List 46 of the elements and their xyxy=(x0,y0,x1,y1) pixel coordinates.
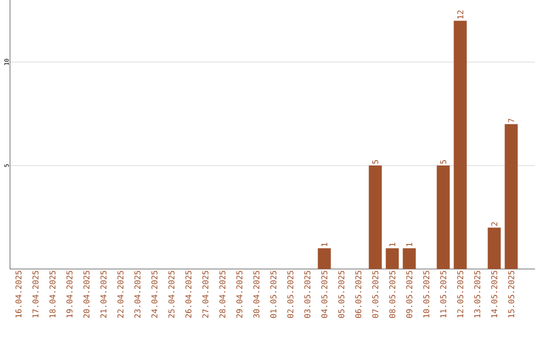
data-label: 1 xyxy=(389,242,396,246)
x-tick-label: 15.05.2025 xyxy=(508,270,514,318)
x-tick-label: 10.05.2025 xyxy=(423,270,430,318)
bar xyxy=(386,248,399,269)
x-tick-label: 17.04.2025 xyxy=(32,270,39,318)
x-tick-label: 28.04.2025 xyxy=(219,270,226,318)
data-label: 2 xyxy=(491,222,498,226)
x-tick-label: 16.04.2025 xyxy=(15,270,22,318)
x-tick-label: 24.04.2025 xyxy=(151,270,158,318)
bar xyxy=(402,248,416,269)
x-tick-label: 04.05.2025 xyxy=(321,270,328,318)
x-tick-label: 25.04.2025 xyxy=(168,270,174,318)
x-tick-label: 12.05.2025 xyxy=(457,270,464,318)
x-tick-label: 07.05.2025 xyxy=(372,270,378,318)
x-tick-label: 19.04.2025 xyxy=(66,270,72,318)
x-tick-label: 23.04.2025 xyxy=(134,270,140,318)
bar xyxy=(318,248,331,269)
x-tick-label: 08.05.2025 xyxy=(389,270,396,318)
data-label: 7 xyxy=(508,118,514,122)
bar xyxy=(504,124,518,269)
x-tick-label: 13.05.2025 xyxy=(474,270,480,318)
bar xyxy=(436,166,450,269)
x-tick-label: 09.05.2025 xyxy=(406,270,412,318)
data-label: 1 xyxy=(321,242,328,246)
x-tick-label: 18.04.2025 xyxy=(49,270,56,318)
x-tick-label: 21.04.2025 xyxy=(100,270,106,318)
data-label: 12 xyxy=(457,10,464,19)
x-tick-label: 02.05.2025 xyxy=(287,270,294,318)
x-tick-label: 01.05.2025 xyxy=(270,270,276,318)
x-tick-label: 30.04.2025 xyxy=(253,270,260,318)
x-tick-label: 26.04.2025 xyxy=(185,270,192,318)
x-tick-label: 27.04.2025 xyxy=(202,270,208,318)
x-tick-label: 20.04.2025 xyxy=(83,270,90,318)
x-tick-label: 22.04.2025 xyxy=(117,270,124,318)
data-label: 5 xyxy=(372,160,378,164)
bar xyxy=(368,166,382,269)
data-label: 5 xyxy=(440,160,446,164)
x-tick-label: 11.05.2025 xyxy=(440,270,446,318)
x-tick-label: 03.05.2025 xyxy=(304,270,310,318)
bar xyxy=(454,20,467,269)
x-tick-label: 14.05.2025 xyxy=(491,270,498,318)
x-tick-label: 05.05.2025 xyxy=(338,270,344,318)
x-tick-label: 29.04.2025 xyxy=(236,270,242,318)
data-label: 1 xyxy=(406,242,412,246)
x-tick-label: 06.05.2025 xyxy=(355,270,362,318)
bar xyxy=(488,228,501,269)
